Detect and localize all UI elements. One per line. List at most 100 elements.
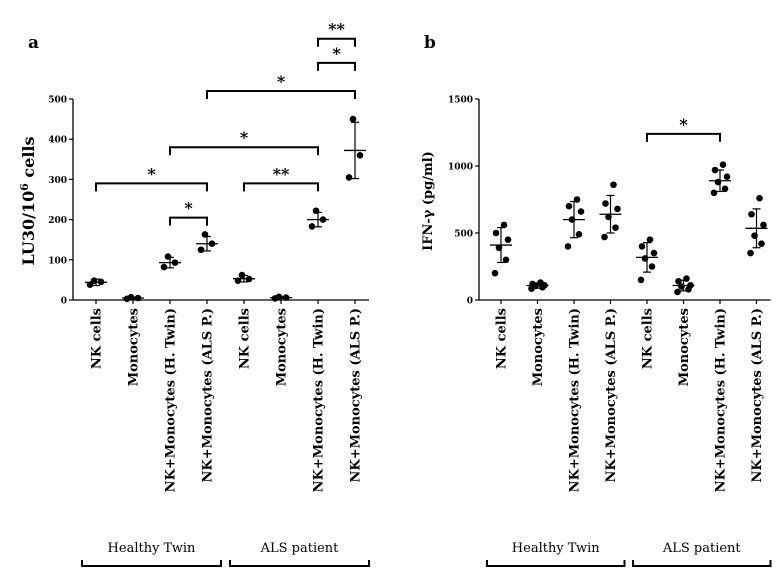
data-point bbox=[601, 233, 608, 241]
y-tick-label: 200 bbox=[48, 216, 67, 226]
data-point bbox=[719, 161, 727, 168]
data-point bbox=[747, 249, 754, 257]
x-category-label: NK cells bbox=[641, 308, 656, 369]
x-category-label: NK+Monocytes (H. Twin) bbox=[312, 308, 327, 492]
x-category-label: NK+Monocytes (H. Twin) bbox=[714, 308, 729, 492]
data-point bbox=[134, 294, 142, 302]
significance-label: ** bbox=[328, 20, 345, 39]
group-label: ALS patient bbox=[662, 541, 742, 556]
data-point bbox=[345, 174, 353, 181]
data-point bbox=[529, 280, 536, 288]
data-point bbox=[614, 205, 621, 213]
x-category-label: Monocytes bbox=[677, 308, 692, 386]
group-label: Healthy Twin bbox=[512, 541, 601, 556]
y-tick-label: 1000 bbox=[448, 163, 473, 173]
significance-bracket bbox=[317, 37, 356, 47]
data-point bbox=[500, 221, 508, 229]
data-point bbox=[171, 259, 179, 266]
data-point bbox=[312, 207, 320, 215]
data-point bbox=[723, 173, 731, 181]
data-point bbox=[575, 231, 583, 238]
data-point bbox=[648, 263, 656, 270]
panel-a-label: a bbox=[28, 33, 39, 53]
panel-a-y-axis-label: LU30/106 cells bbox=[18, 136, 38, 265]
data-point bbox=[758, 240, 765, 248]
x-category-label: NK cells bbox=[238, 308, 253, 369]
y-tick-label: 300 bbox=[48, 176, 67, 186]
data-point bbox=[90, 277, 98, 285]
significance-label: * bbox=[240, 128, 249, 147]
data-point bbox=[710, 189, 718, 197]
data-point bbox=[565, 202, 573, 210]
significance-label: * bbox=[332, 44, 341, 63]
significance-label: ** bbox=[273, 164, 290, 183]
x-category-label: NK+Monocytes (ALS P.) bbox=[750, 308, 765, 482]
data-point bbox=[711, 166, 719, 174]
data-point bbox=[491, 269, 499, 277]
y-tick-label: 100 bbox=[48, 256, 67, 266]
group-bracket bbox=[229, 560, 370, 567]
data-point bbox=[687, 281, 694, 289]
significance-label: * bbox=[147, 164, 156, 183]
y-tick-label: 500 bbox=[48, 96, 67, 106]
significance-label: * bbox=[679, 115, 688, 134]
data-point bbox=[721, 185, 729, 193]
x-category-label: NK+Monocytes (H. Twin) bbox=[568, 308, 583, 492]
data-point bbox=[714, 178, 722, 186]
data-point bbox=[275, 293, 283, 301]
data-point bbox=[356, 151, 364, 159]
data-point bbox=[612, 224, 619, 231]
significance-bracket bbox=[169, 146, 319, 156]
significance-bracket bbox=[206, 89, 356, 99]
x-category-label: NK+Monocytes (ALS P.) bbox=[349, 308, 364, 482]
data-point bbox=[605, 213, 612, 221]
data-point bbox=[86, 281, 94, 289]
data-point bbox=[675, 277, 682, 285]
data-point bbox=[504, 236, 512, 243]
data-point bbox=[208, 240, 216, 248]
data-point bbox=[308, 223, 316, 230]
significance-bracket bbox=[95, 182, 208, 192]
data-point bbox=[282, 294, 290, 301]
panel-b-label: b bbox=[424, 33, 436, 53]
data-point bbox=[164, 253, 172, 260]
y-tick-label: 500 bbox=[454, 230, 473, 240]
data-point bbox=[637, 276, 645, 284]
data-point bbox=[201, 231, 209, 238]
data-point bbox=[610, 181, 617, 189]
data-point bbox=[577, 208, 585, 215]
data-point bbox=[760, 221, 767, 229]
x-category-label: NK+Monocytes (ALS P.) bbox=[604, 308, 619, 482]
y-tick-label: 1500 bbox=[448, 96, 473, 106]
x-category-label: NK+Monocytes (ALS P.) bbox=[201, 308, 216, 482]
data-point bbox=[245, 275, 253, 283]
data-point bbox=[638, 243, 646, 250]
data-point bbox=[564, 243, 572, 250]
y-tick-label: 400 bbox=[48, 136, 67, 146]
panel-b: b IFN-γ (pg/ml) 0 500 1000 1500 NK cells Mono… bbox=[421, 33, 772, 567]
significance-bracket bbox=[169, 216, 208, 226]
x-category-label: NK cells bbox=[90, 308, 105, 369]
data-point bbox=[537, 279, 544, 286]
data-point bbox=[502, 256, 510, 264]
data-point bbox=[319, 216, 327, 223]
data-point bbox=[678, 283, 685, 290]
data-point bbox=[683, 275, 690, 282]
data-point bbox=[197, 246, 205, 254]
x-category-label: Monocytes bbox=[127, 308, 142, 386]
data-point bbox=[97, 278, 105, 286]
data-point bbox=[568, 216, 576, 223]
data-point bbox=[495, 244, 503, 252]
data-point bbox=[573, 196, 581, 203]
x-category-label: Monocytes bbox=[275, 308, 290, 386]
x-category-label: NK cells bbox=[495, 308, 510, 369]
panel-a: a LU30/106 cells 0 100 200 300 400 500 NK cell… bbox=[18, 20, 370, 567]
y-tick-label: 0 bbox=[467, 297, 473, 307]
y-tick-label: 0 bbox=[61, 297, 67, 307]
data-point bbox=[646, 236, 654, 243]
significance-label: * bbox=[184, 199, 193, 218]
data-point bbox=[674, 288, 681, 296]
group-label: ALS patient bbox=[260, 541, 340, 556]
